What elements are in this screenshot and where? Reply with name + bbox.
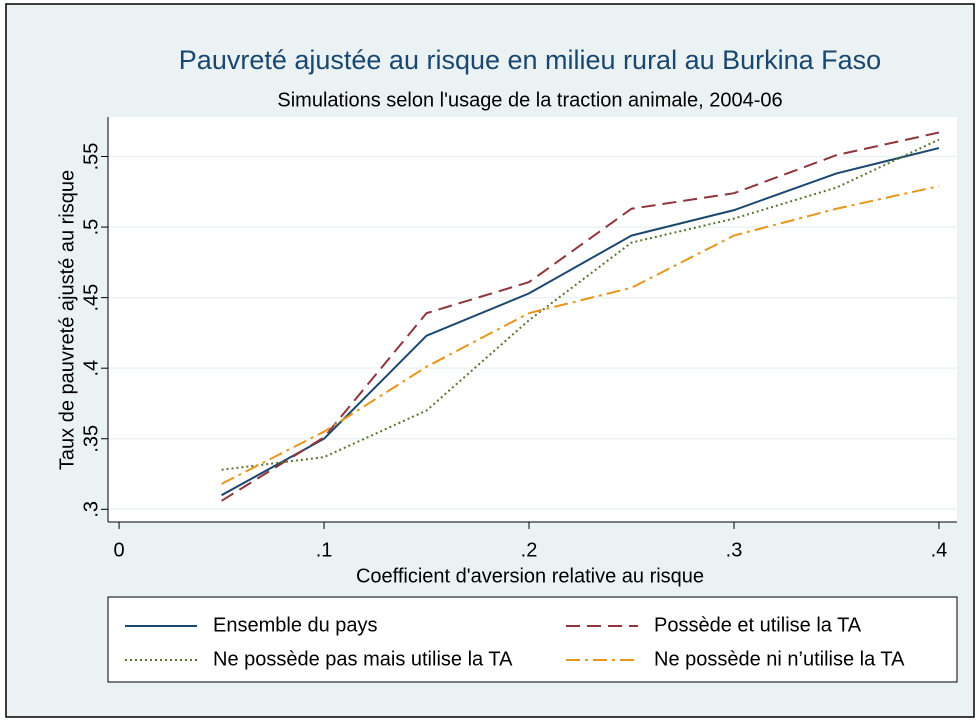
- x-tick-label: .3: [726, 539, 743, 561]
- series-line: [221, 147, 940, 497]
- series-line: [221, 131, 940, 502]
- y-axis-label: Taux de pauvreté ajusté au risque: [56, 170, 78, 470]
- x-tick-label: .4: [931, 539, 948, 561]
- x-tick-label: .1: [316, 539, 333, 561]
- y-tick-label: .45: [80, 284, 102, 312]
- y-tick-label: .3: [80, 501, 102, 518]
- legend-label: Possède et utilise la TA: [654, 614, 862, 636]
- legend: [107, 596, 958, 683]
- plot-area: [108, 117, 957, 522]
- series-line: [221, 185, 940, 485]
- x-tick-label: .2: [521, 539, 538, 561]
- x-tick-label: 0: [114, 539, 125, 561]
- series-line: [221, 138, 940, 471]
- legend-label: Ne possède pas mais utilise la TA: [213, 648, 513, 670]
- chart-title: Pauvreté ajustée au risque en milieu rur…: [179, 45, 881, 75]
- chart-subtitle: Simulations selon l'usage de la traction…: [277, 89, 782, 111]
- y-tick-label: .5: [80, 219, 102, 236]
- legend-label: Ne possède ni n’utilise la TA: [654, 648, 905, 670]
- y-tick-label: .4: [80, 360, 102, 377]
- legend-label: Ensemble du pays: [213, 614, 378, 636]
- x-axis-label: Coefficient d'aversion relative au risqu…: [356, 565, 704, 587]
- y-tick-label: .35: [80, 425, 102, 453]
- y-tick-label: .55: [80, 143, 102, 171]
